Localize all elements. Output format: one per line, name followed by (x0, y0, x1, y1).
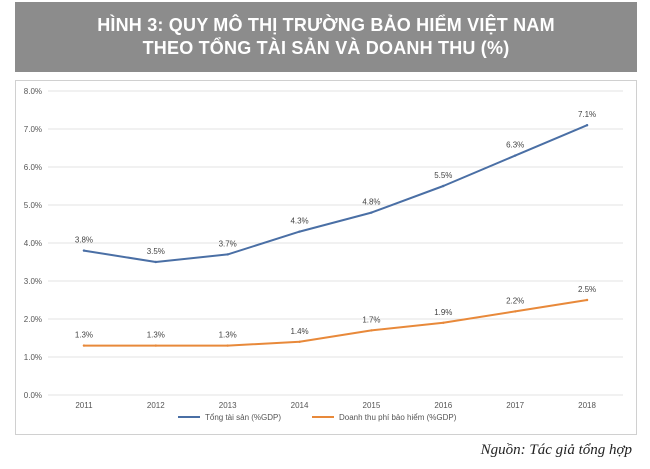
data-label: 7.1% (578, 110, 596, 119)
data-point (82, 344, 86, 347)
y-tick-label: 7.0% (24, 125, 42, 134)
data-label: 2.2% (506, 296, 524, 305)
data-point (298, 340, 301, 343)
data-point (513, 154, 517, 157)
data-point (585, 124, 589, 127)
data-label: 3.5% (147, 247, 165, 256)
data-point (370, 329, 373, 332)
data-point (82, 249, 86, 252)
chart-title-banner: HÌNH 3: QUY MÔ THỊ TRƯỜNG BẢO HIỂM VIỆT … (15, 2, 637, 72)
data-point (226, 253, 229, 256)
data-point (442, 321, 445, 324)
x-tick-label: 2012 (147, 401, 165, 410)
data-point (154, 344, 158, 347)
data-point (585, 298, 589, 302)
data-point (370, 211, 373, 214)
x-tick-label: 2015 (363, 401, 381, 410)
x-tick-label: 2011 (75, 401, 93, 410)
source-note: Nguồn: Tác giả tổng hợp (480, 442, 632, 458)
data-point (513, 310, 517, 313)
y-tick-label: 2.0% (24, 315, 42, 324)
data-label: 1.3% (147, 331, 165, 340)
data-label: 4.8% (362, 198, 380, 207)
data-label: 2.5% (578, 285, 596, 294)
x-tick-label: 2016 (434, 401, 452, 410)
data-label: 3.8% (75, 236, 93, 245)
data-label: 1.9% (434, 308, 452, 317)
y-tick-label: 3.0% (24, 277, 42, 286)
data-label: 3.7% (219, 239, 237, 248)
x-tick-label: 2014 (291, 401, 309, 410)
data-point (442, 184, 445, 188)
chart-title-line-1: HÌNH 3: QUY MÔ THỊ TRƯỜNG BẢO HIỂM VIỆT … (97, 15, 555, 35)
line-chart: 0.0% 1.0% 2.0% 3.0% 4.0% 5.0% 6.0% 7.0% 8.0% 2011… (24, 87, 623, 422)
data-label: 5.5% (434, 171, 452, 180)
chart-title-line-2: THEO TỔNG TÀI SẢN VÀ DOANH THU (%) (142, 38, 510, 58)
y-tick-label: 0.0% (24, 391, 42, 400)
series-line-1 (82, 124, 589, 263)
y-tick-label: 8.0% (24, 87, 42, 96)
y-tick-label: 5.0% (24, 201, 42, 210)
x-tick-label: 2013 (219, 401, 237, 410)
data-label: 1.3% (219, 331, 237, 340)
x-tick-label: 2017 (506, 401, 524, 410)
data-label: 4.3% (290, 217, 308, 226)
legend-label: Doanh thu phí bảo hiểm (%GDP) (339, 413, 457, 422)
y-tick-label: 4.0% (24, 239, 42, 248)
chart-frame: 0.0% 1.0% 2.0% 3.0% 4.0% 5.0% 6.0% 7.0% 8.0% 2011… (15, 80, 637, 435)
y-tick-label: 6.0% (24, 163, 42, 172)
y-tick-label: 1.0% (24, 353, 42, 362)
data-label: 1.3% (75, 331, 93, 340)
data-label: 6.3% (506, 141, 524, 150)
data-point (298, 230, 301, 233)
data-point (154, 260, 158, 264)
legend-label: Tổng tài sản (%GDP) (205, 413, 281, 422)
data-label: 1.4% (290, 327, 308, 336)
data-point (226, 344, 229, 347)
series-line-2 (82, 299, 589, 347)
x-tick-label: 2018 (578, 401, 596, 410)
data-label: 1.7% (362, 315, 380, 324)
